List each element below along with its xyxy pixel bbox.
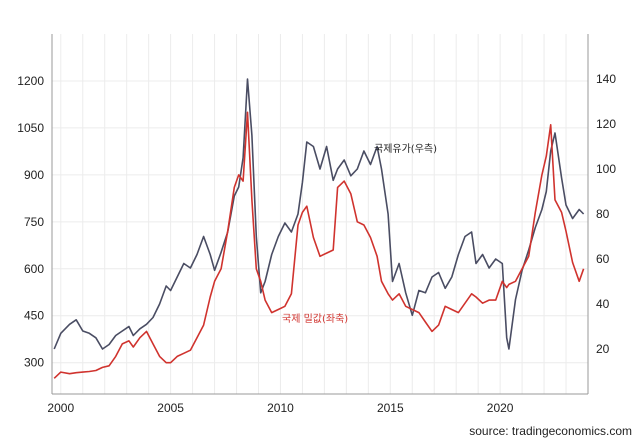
x-tick-label: 2015: [377, 401, 404, 415]
wheat-annotation: 국제 밀값(좌축): [282, 313, 348, 325]
left-tick-label: 600: [24, 262, 44, 276]
right-tick-label: 80: [596, 207, 610, 221]
right-tick-label: 120: [596, 117, 616, 131]
x-tick-label: 2005: [157, 401, 184, 415]
right-tick-label: 60: [596, 252, 610, 266]
right-tick-label: 40: [596, 297, 610, 311]
right-tick-label: 100: [596, 162, 616, 176]
left-axis-ticks: 300 450 600 750 900 1050 1200: [17, 74, 44, 370]
left-tick-label: 300: [24, 356, 44, 370]
right-tick-label: 20: [596, 342, 610, 356]
right-tick-label: 140: [596, 72, 616, 86]
right-axis-ticks: 20 40 60 80 100 120 140: [596, 72, 616, 356]
x-tick-label: 2010: [267, 401, 294, 415]
left-tick-label: 1050: [17, 121, 44, 135]
oil-price-line: [53, 78, 585, 350]
x-axis-ticks: 2000 2005 2010 2015 2020: [47, 401, 513, 415]
left-tick-label: 750: [24, 215, 44, 229]
left-tick-label: 900: [24, 168, 44, 182]
left-tick-label: 1200: [17, 74, 44, 88]
wheat-price-line: [53, 111, 585, 379]
x-tick-label: 2020: [487, 401, 514, 415]
gridlines: [51, 34, 589, 395]
source-label: source: tradingeconomics.com: [469, 424, 632, 438]
plot-area: [52, 34, 588, 394]
left-tick-label: 450: [24, 309, 44, 323]
oil-annotation: 국제유가(우측): [374, 143, 437, 155]
x-tick-label: 2000: [47, 401, 74, 415]
series-lines: [53, 78, 585, 379]
